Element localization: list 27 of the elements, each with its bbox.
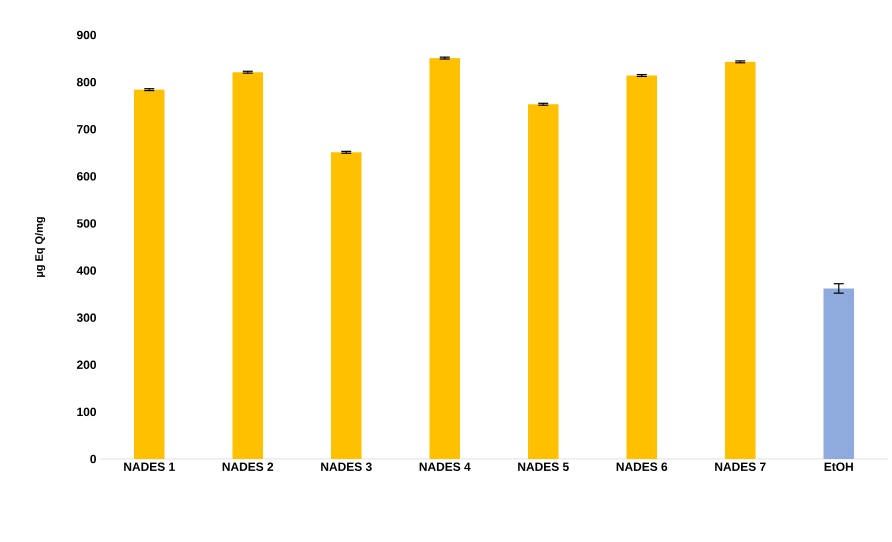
y-tick-label: 700 — [77, 124, 96, 134]
x-tick-label: NADES 4 — [420, 462, 471, 471]
y-tick-label: 100 — [77, 408, 96, 416]
y-tick-label: 900 — [76, 30, 96, 40]
x-tick-label: NADES 2 — [222, 462, 274, 471]
y-tick-label: 200 — [76, 360, 96, 369]
y-tick-label: 300 — [76, 313, 96, 322]
x-tick-label: NADES 1 — [124, 462, 175, 471]
y-tick-label: 500 — [76, 219, 96, 228]
x-tick-label: NADES 3 — [321, 462, 372, 471]
x-tick-label: NADES 5 — [518, 462, 569, 471]
bar — [823, 288, 854, 459]
y-tick-label: 400 — [76, 266, 96, 275]
x-tick-label: NADES 6 — [616, 462, 668, 471]
x-tick-label: NADES 7 — [715, 462, 766, 471]
bar — [134, 90, 165, 459]
y-tick-label: 800 — [76, 78, 96, 86]
bar — [528, 104, 559, 459]
y-tick-label: 600 — [76, 172, 96, 181]
y-axis-title: µg Eq Q/mg — [34, 217, 46, 277]
y-tick-label: 0 — [90, 454, 96, 464]
bar — [232, 72, 264, 459]
bar — [626, 76, 658, 459]
bar — [330, 152, 362, 459]
bar — [724, 62, 756, 459]
x-tick-label: EtOH — [824, 462, 853, 471]
bar — [429, 58, 460, 459]
